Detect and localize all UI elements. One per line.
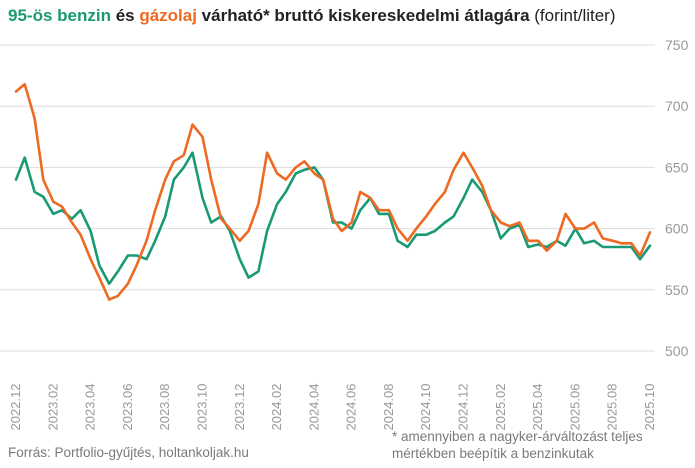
x-tick-label: 2025.08 — [605, 384, 620, 431]
x-tick-label: 2023.06 — [120, 384, 135, 431]
title-benzin-label: 95-ös benzin — [8, 6, 111, 25]
title-gazolaj-label: gázolaj — [139, 6, 197, 25]
y-tick-label: 550 — [665, 282, 689, 298]
title-unit: (forint/liter) — [529, 6, 616, 25]
gridlines — [0, 44, 655, 352]
title-connector: és — [110, 6, 140, 25]
x-tick-label: 2024.02 — [269, 384, 284, 431]
x-tick-label: 2023.04 — [83, 384, 98, 431]
footnote-line-1: * amennyiben a nagyker-árváltozást telje… — [392, 429, 643, 444]
y-axis-ticks: 750 700 650 600 550 500 — [665, 37, 689, 359]
source-note: Forrás: Portfolio-gyűjtés, holtankoljak.… — [8, 445, 249, 460]
chart-title: 95-ös benzin és gázolaj várható* bruttó … — [8, 4, 658, 28]
x-tick-label: 2022.12 — [8, 384, 23, 431]
x-tick-label: 2025.04 — [530, 384, 545, 431]
footnote: * amennyiben a nagyker-árváltozást telje… — [392, 428, 692, 462]
x-tick-label: 2023.08 — [157, 384, 172, 431]
series-lines — [14, 82, 652, 301]
x-tick-label: 2025.10 — [642, 384, 657, 431]
x-tick-label: 2023.12 — [232, 384, 247, 431]
x-tick-label: 2023.10 — [194, 384, 209, 431]
y-tick-label: 700 — [665, 98, 689, 114]
x-axis-ticks: 2022.12 2023.02 2023.04 2023.06 2023.08 2023.… — [8, 383, 657, 430]
x-tick-label: 2024.04 — [306, 384, 321, 431]
y-tick-label: 750 — [665, 37, 689, 53]
x-tick-label: 2024.08 — [381, 384, 396, 431]
x-tick-label: 2023.02 — [45, 384, 60, 431]
footnote-line-2: mértékben beépítik a benzinkutak — [392, 446, 594, 461]
x-tick-label: 2025.02 — [493, 383, 508, 430]
x-tick-label: 2025.06 — [567, 384, 582, 431]
y-tick-label: 600 — [665, 221, 689, 237]
y-tick-label: 500 — [665, 343, 689, 359]
y-tick-label: 650 — [665, 159, 689, 175]
title-rest: várható* bruttó kiskereskedelmi átlagára — [196, 6, 530, 25]
x-tick-label: 2024.12 — [456, 384, 471, 431]
x-tick-label: 2024.06 — [344, 384, 359, 431]
series-line-gazolaj — [14, 82, 652, 301]
x-tick-label: 2024.10 — [418, 384, 433, 431]
